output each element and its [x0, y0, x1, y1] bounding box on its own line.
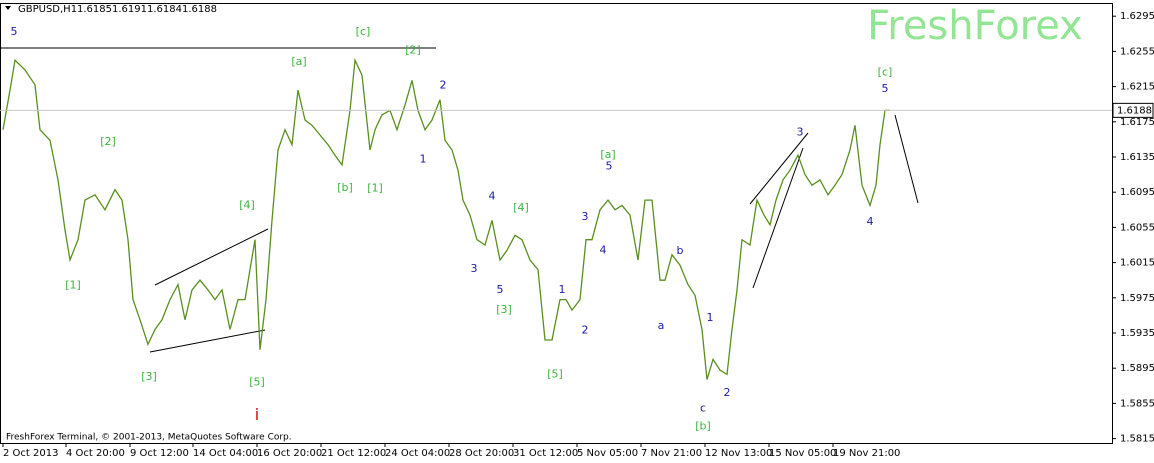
wave-label: 3 — [582, 210, 589, 223]
x-tick-label: 21 Oct 12:00 — [321, 448, 386, 459]
wave-label: 2 — [724, 386, 731, 399]
wave-label: [2] — [405, 44, 421, 57]
x-tick-label: 14 Oct 04:00 — [193, 448, 258, 459]
low: 1.6184 — [147, 4, 182, 15]
wave-label: [4] — [239, 198, 255, 211]
wave-label: 5 — [11, 25, 18, 38]
wave-label: [5] — [547, 367, 563, 380]
y-tick-label: 1.6255 — [1120, 46, 1154, 57]
wave-label: 1 — [420, 153, 427, 166]
y-tick-label: 1.6175 — [1120, 117, 1154, 128]
wave-label: 4 — [489, 190, 496, 203]
wave-label: 4 — [867, 215, 874, 228]
wave-label: 5 — [606, 160, 613, 173]
x-tick-label: 4 Oct 20:00 — [66, 448, 125, 459]
wave-label: [a] — [600, 148, 615, 161]
footer: FreshForex Terminal, © 2001-2013, MetaQu… — [6, 433, 292, 443]
wave-label: [1] — [65, 278, 81, 291]
x-tick-label: 16 Oct 20:00 — [257, 448, 322, 459]
wave-label: 3 — [471, 262, 478, 275]
x-tick-label: 28 Oct 20:00 — [449, 448, 514, 459]
wave-label: [c] — [878, 66, 893, 79]
trendline — [149, 329, 266, 353]
trendline — [894, 114, 919, 204]
y-tick-label: 1.5935 — [1120, 328, 1154, 339]
trendline — [154, 228, 269, 286]
y-tick-label: 1.6055 — [1120, 222, 1154, 233]
wave-label: 4 — [600, 243, 607, 256]
y-tick-label: 1.6295 — [1120, 11, 1154, 22]
y-tick-label: 1.6095 — [1120, 187, 1154, 198]
close: 1.6188 — [182, 4, 217, 15]
x-tick-label: 2 Oct 2013 — [3, 448, 58, 459]
wave-label: a — [658, 319, 665, 332]
y-tick-label: 1.5975 — [1120, 293, 1154, 304]
wave-label: 1 — [707, 311, 714, 324]
y-tick-label: 1.6215 — [1120, 82, 1154, 93]
x-tick-label: 24 Oct 04:00 — [385, 448, 450, 459]
open: 1.6185 — [77, 4, 112, 15]
wave-label: 2 — [440, 79, 447, 92]
wave-label: 2 — [582, 323, 589, 336]
trendline — [752, 147, 804, 289]
wave-label: 1 — [559, 283, 566, 296]
wave-label: [4] — [513, 201, 529, 214]
x-tick-label: 7 Nov 21:00 — [641, 448, 702, 459]
wave-label: b — [677, 244, 684, 257]
y-tick-label: 1.5855 — [1120, 398, 1154, 409]
current-price-label: 1.6188 — [1117, 105, 1152, 116]
watermark: FreshForex — [867, 3, 1083, 49]
wave-label: [b] — [337, 181, 353, 194]
wave-label: 5 — [497, 283, 504, 296]
wave-label: 3 — [797, 125, 804, 138]
high: 1.6191 — [112, 4, 147, 15]
wave-label: i — [255, 405, 259, 424]
plot-frame — [0, 3, 1113, 444]
trendlines — [0, 47, 919, 353]
wave-label: c — [700, 402, 706, 415]
wave-label: [2] — [100, 135, 116, 148]
y-tick-label: 1.5895 — [1120, 363, 1154, 374]
trendline — [749, 132, 809, 205]
current-price-box — [1112, 102, 1154, 118]
wave-label: [3] — [141, 370, 157, 383]
wave-label: [b] — [695, 419, 711, 432]
wave-label: [3] — [496, 303, 512, 316]
wave-label: [c] — [356, 25, 371, 38]
wave-label: [a] — [291, 55, 306, 68]
wave-label: 5 — [882, 82, 889, 95]
x-tick-label: 31 Oct 12:00 — [513, 448, 578, 459]
menu-arrow[interactable] — [5, 6, 11, 10]
y-tick-label: 1.6015 — [1120, 258, 1154, 269]
wave-label: [1] — [367, 182, 383, 195]
price-line — [2, 57, 890, 380]
x-tick-label: 12 Nov 13:00 — [705, 448, 772, 459]
y-tick-label: 1.6135 — [1120, 152, 1154, 163]
x-tick-label: 9 Oct 12:00 — [130, 448, 189, 459]
x-tick-label: 5 Nov 05:00 — [577, 448, 638, 459]
x-tick-label: 19 Nov 21:00 — [833, 448, 900, 459]
x-tick-label: 15 Nov 05:00 — [769, 448, 836, 459]
wave-label: [5] — [249, 375, 265, 388]
y-tick-label: 1.5815 — [1120, 434, 1154, 445]
symbol: GBPUSD,H1 — [18, 4, 77, 15]
